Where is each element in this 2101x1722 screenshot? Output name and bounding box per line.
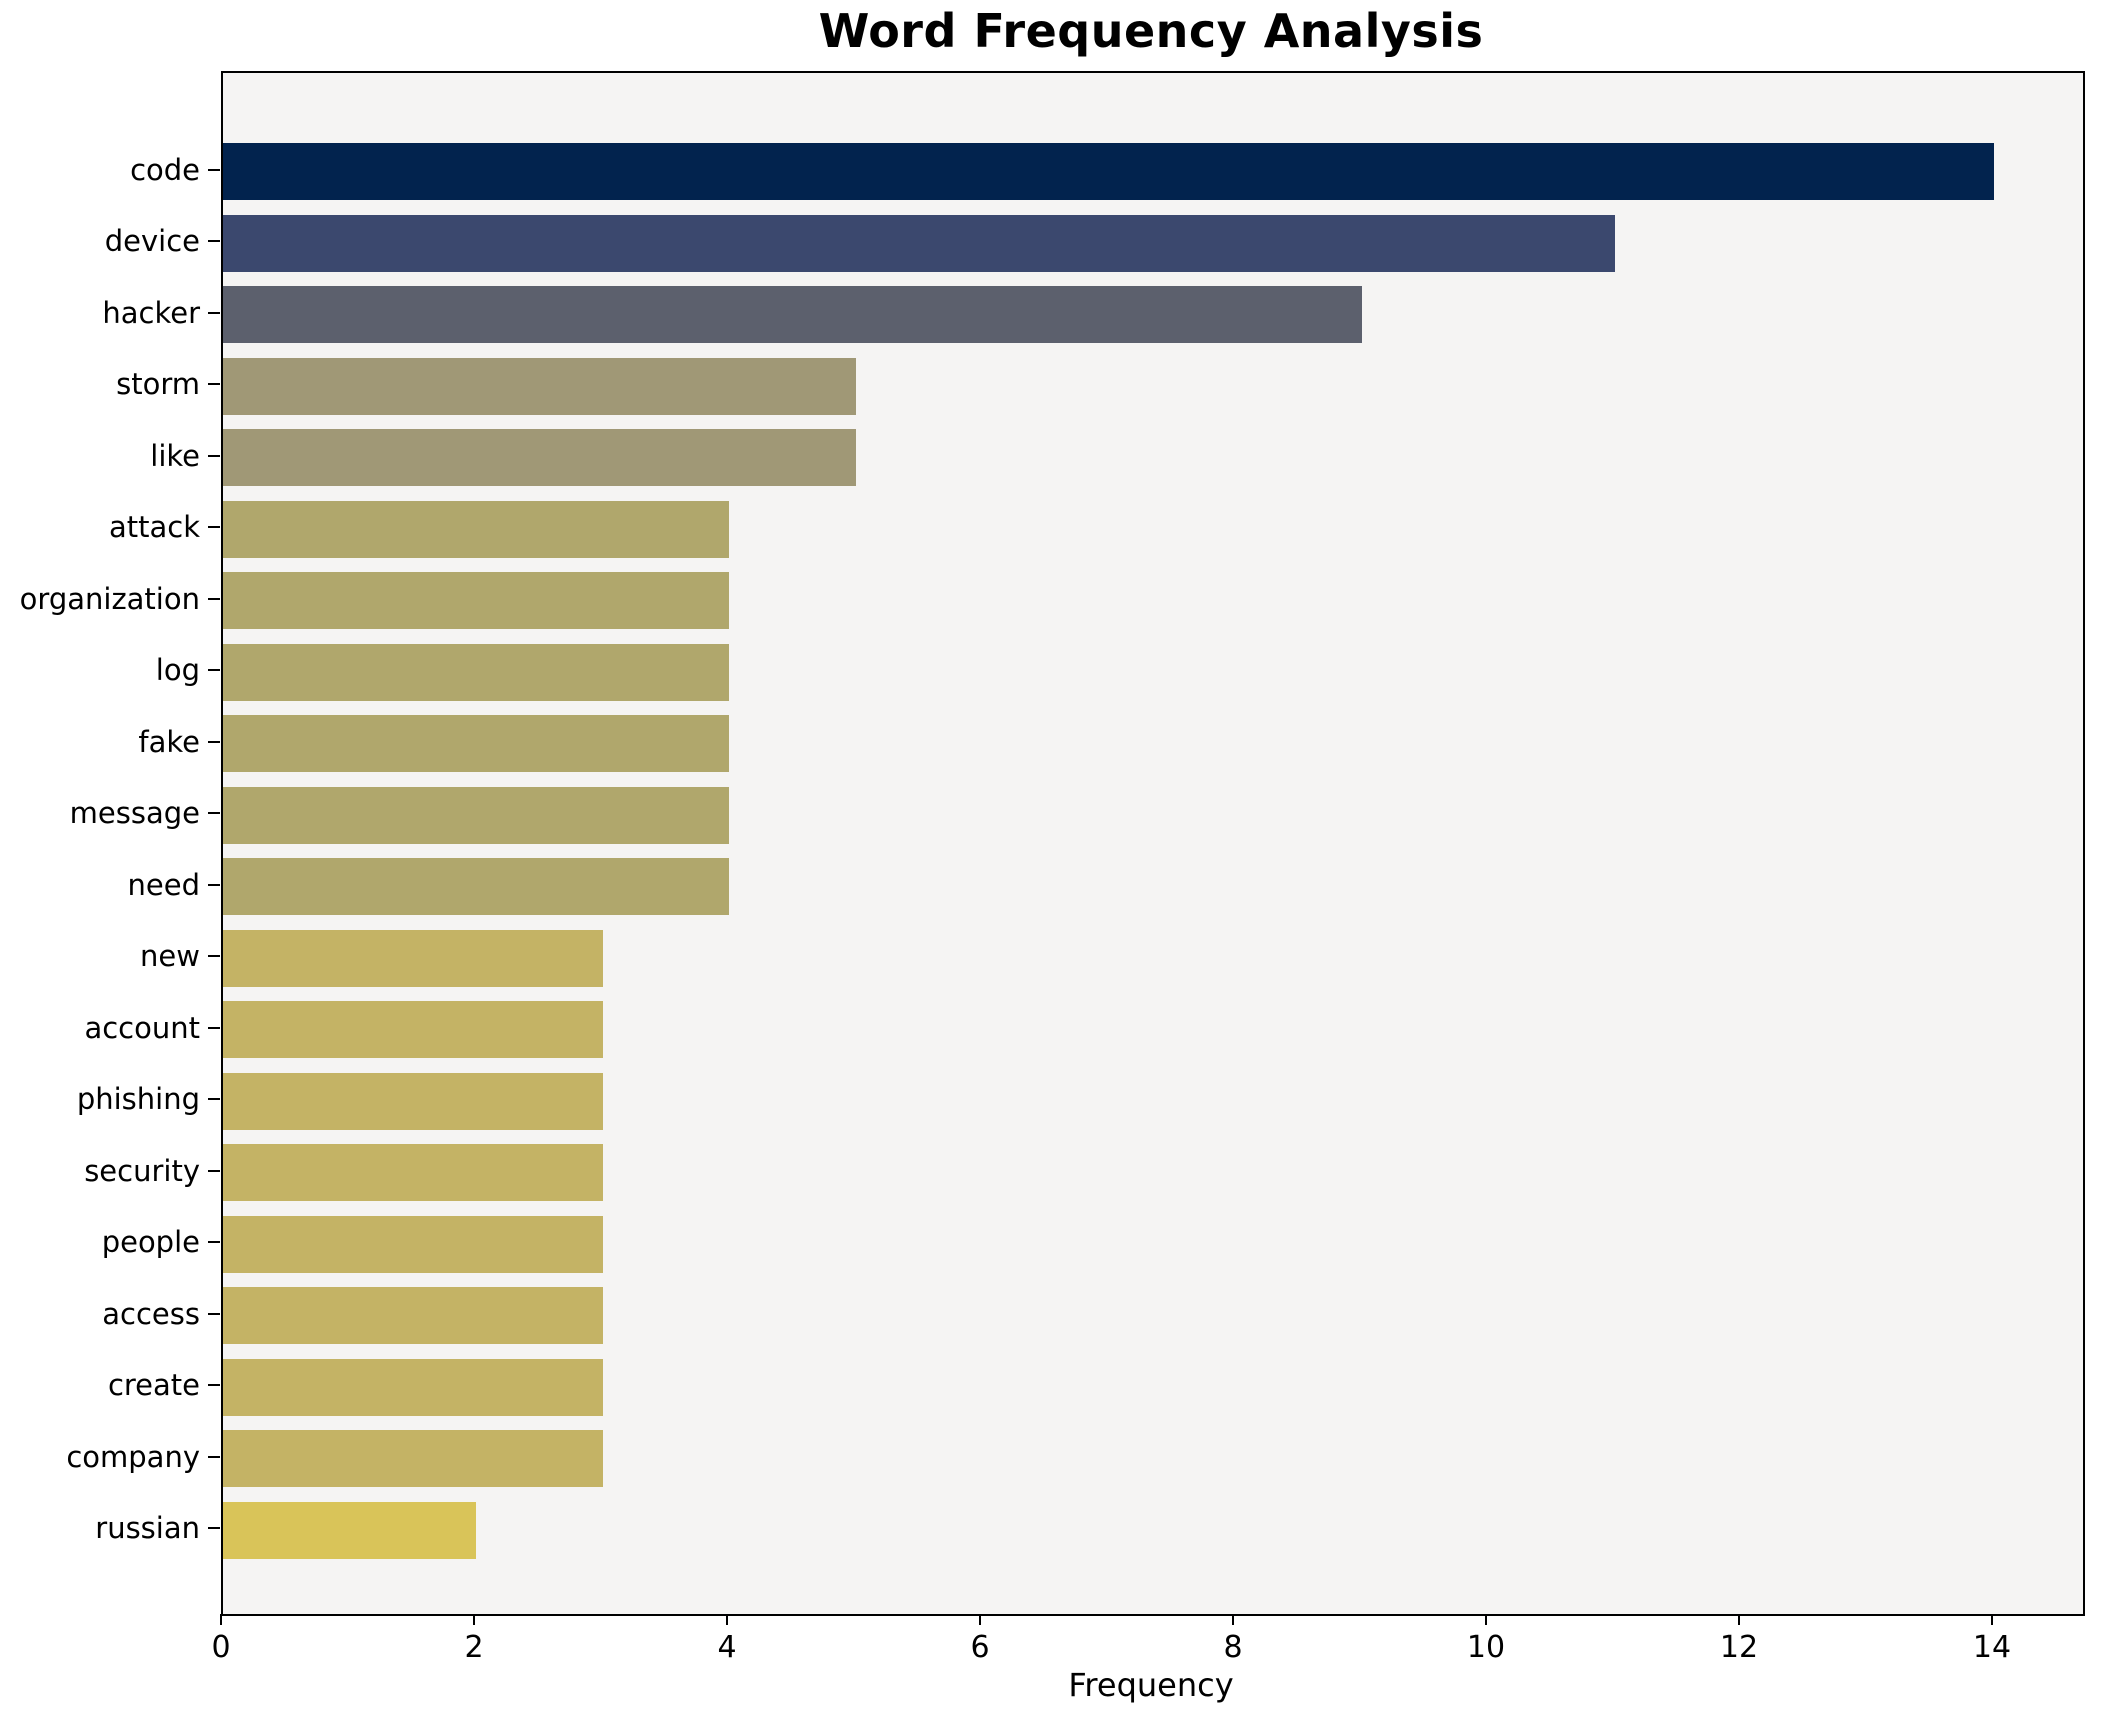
y-tick-mark — [208, 597, 220, 600]
bar-attack — [223, 500, 729, 558]
y-tick-label-hacker: hacker — [102, 295, 200, 330]
x-tick-mark — [726, 1614, 728, 1625]
y-tick-mark — [208, 526, 220, 528]
y-tick-label-like: like — [150, 438, 200, 473]
x-tick-label-8: 8 — [1223, 1630, 1243, 1665]
y-tick-mark — [208, 168, 220, 171]
x-tick-label-14: 14 — [1972, 1630, 2012, 1665]
bar-new — [223, 929, 603, 987]
y-tick-mark — [208, 1312, 220, 1315]
y-tick-label-security: security — [84, 1153, 200, 1188]
y-tick-label-russian: russian — [95, 1511, 200, 1545]
x-tick-label-12: 12 — [1719, 1630, 1759, 1665]
bar-need — [223, 858, 729, 915]
y-tick-label-code: code — [130, 152, 200, 187]
bar-storm — [223, 357, 856, 415]
y-tick-label-create: create — [107, 1368, 200, 1402]
y-tick-label-attack: attack — [108, 510, 200, 544]
y-tick-mark — [208, 1026, 220, 1029]
x-axis-label: Frequency — [1068, 1666, 1234, 1704]
y-tick-mark — [208, 1169, 220, 1172]
y-tick-mark — [208, 1527, 220, 1529]
y-tick-label-storm: storm — [116, 367, 200, 401]
plot-area — [221, 71, 2085, 1616]
bar-people — [223, 1215, 603, 1273]
y-tick-label-organization: organization — [19, 581, 200, 616]
y-tick-mark — [208, 454, 220, 457]
bar-access — [223, 1287, 603, 1344]
y-tick-mark — [208, 883, 220, 886]
x-tick-mark — [1232, 1614, 1234, 1625]
chart-title: Word Frequency Analysis — [818, 4, 1484, 58]
y-tick-label-people: people — [101, 1225, 200, 1259]
x-tick-label-0: 0 — [211, 1630, 231, 1665]
y-tick-mark — [208, 240, 220, 242]
y-tick-label-fake: fake — [138, 724, 200, 759]
x-tick-label-6: 6 — [970, 1630, 990, 1665]
y-tick-mark — [208, 1455, 220, 1458]
y-tick-label-need: need — [127, 867, 200, 902]
y-tick-label-log: log — [155, 653, 200, 687]
bar-device — [223, 214, 1615, 272]
x-tick-label-2: 2 — [464, 1630, 484, 1665]
x-tick-label-10: 10 — [1466, 1630, 1506, 1665]
bar-log — [223, 643, 729, 701]
y-tick-mark — [208, 669, 220, 671]
bar-code — [223, 143, 1994, 200]
y-tick-label-account: account — [84, 1010, 200, 1045]
bar-like — [223, 429, 856, 486]
bar-hacker — [223, 286, 1362, 343]
y-tick-mark — [208, 311, 220, 314]
bar-message — [223, 786, 729, 844]
y-tick-label-new: new — [140, 939, 200, 973]
x-tick-mark — [220, 1614, 222, 1625]
y-tick-mark — [208, 1098, 220, 1100]
y-tick-label-company: company — [66, 1439, 200, 1474]
y-tick-mark — [208, 740, 220, 743]
y-tick-mark — [208, 383, 220, 385]
y-tick-label-message: message — [69, 796, 200, 830]
bar-fake — [223, 715, 729, 772]
bar-create — [223, 1358, 603, 1416]
x-tick-mark — [1991, 1614, 1993, 1625]
y-tick-mark — [208, 1241, 220, 1243]
y-tick-mark — [208, 812, 220, 814]
bar-russian — [223, 1501, 476, 1559]
x-tick-mark — [1485, 1614, 1487, 1625]
bar-company — [223, 1430, 603, 1487]
bar-organization — [223, 572, 729, 629]
bar-security — [223, 1144, 603, 1201]
y-tick-label-device: device — [104, 224, 200, 258]
bar-account — [223, 1001, 603, 1058]
x-tick-mark — [473, 1614, 475, 1625]
y-tick-label-phishing: phishing — [76, 1082, 200, 1116]
y-tick-mark — [208, 955, 220, 957]
x-tick-mark — [979, 1614, 981, 1625]
x-tick-label-4: 4 — [717, 1630, 737, 1665]
y-tick-label-access: access — [102, 1296, 200, 1331]
bar-phishing — [223, 1072, 603, 1130]
y-tick-mark — [208, 1384, 220, 1386]
x-tick-mark — [1738, 1614, 1740, 1625]
